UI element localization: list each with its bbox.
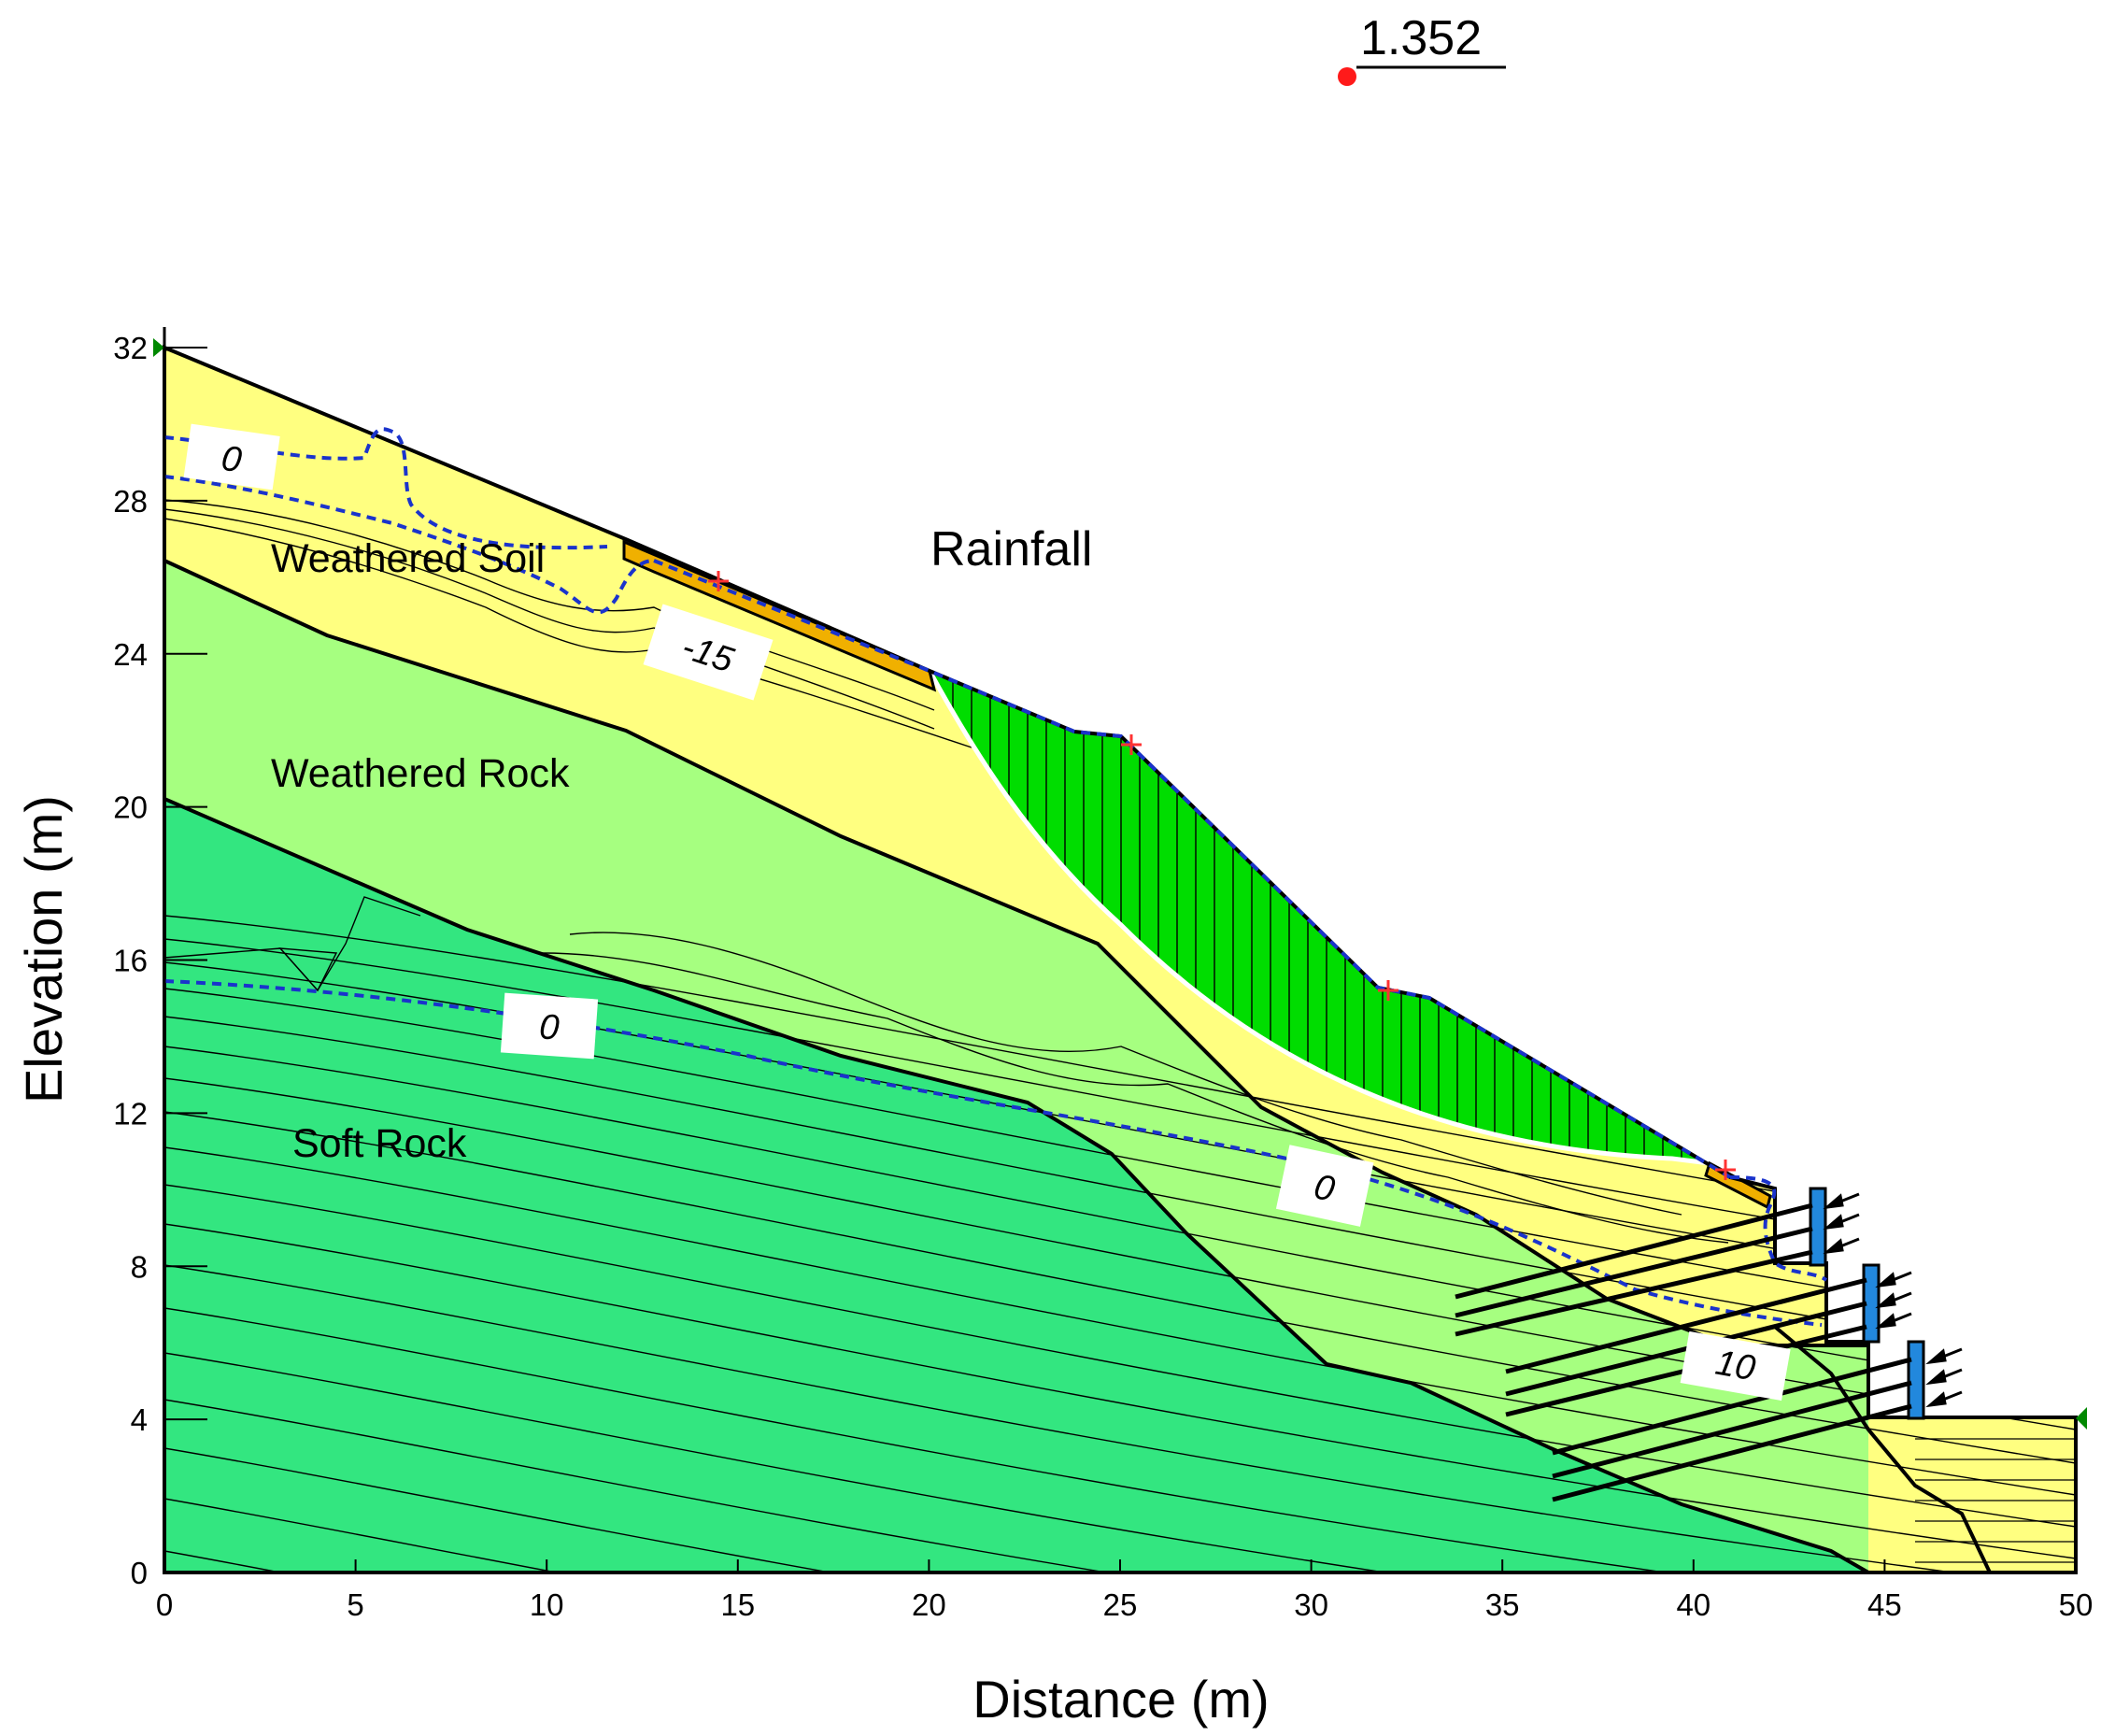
rock-toe-boundary — [1773, 1325, 1992, 1572]
x-tick-label: 15 — [720, 1587, 755, 1622]
arrow-icon — [1925, 1347, 1963, 1365]
cross-icon — [1121, 734, 1142, 755]
cross-icon — [708, 571, 729, 591]
layer-label-soft-rock: Soft Rock — [292, 1121, 467, 1166]
y-tick-label: 8 — [131, 1249, 148, 1284]
pressure-head-contours — [164, 499, 2076, 1572]
x-tick-label: 20 — [912, 1587, 946, 1622]
x-tick-label: 50 — [2059, 1587, 2094, 1622]
arrow-icon — [1823, 1237, 1860, 1255]
rainfall-label: Rainfall — [930, 522, 1092, 576]
upper-water-line-2 — [163, 475, 655, 615]
axes: 0 5 10 15 20 25 30 35 40 45 50 0 4 8 12 16 20 24 28 32 Dis… — [14, 327, 2093, 1729]
retaining-walls — [1809, 1187, 1925, 1420]
toe-fill-lines — [1915, 1438, 2076, 1563]
contour-label-c2: -15 — [643, 604, 774, 701]
x-axis-label: Distance (m) — [972, 1670, 1269, 1729]
surface-water-line — [653, 559, 1732, 1179]
y-tick-label: 28 — [113, 484, 148, 519]
y-tick-label: 20 — [113, 790, 148, 825]
green-triangle-icon — [153, 338, 164, 357]
x-tick-label: 45 — [1867, 1587, 1902, 1622]
slip-mass-fill — [930, 671, 1710, 1163]
contour-label-c4: 0 — [1275, 1145, 1374, 1227]
layer-label-weathered-rock: Weathered Rock — [271, 751, 570, 796]
arrow-icon — [1875, 1312, 1912, 1330]
x-tick-label: 10 — [530, 1587, 564, 1622]
slip-surface — [927, 669, 1710, 1166]
y-axis-label: Elevation (m) — [14, 795, 73, 1103]
y-tick-label: 16 — [113, 944, 148, 978]
y-tick-label: 4 — [131, 1402, 148, 1437]
wall-block-3 — [1907, 1340, 1925, 1420]
contour-label-c5: 10 — [1680, 1330, 1791, 1402]
arrow-icon — [1823, 1213, 1860, 1231]
contour-label-text: 10 — [1712, 1344, 1758, 1389]
arrow-icon — [1925, 1390, 1963, 1408]
soil-rock-boundary — [164, 559, 1868, 1347]
arrow-icon — [1875, 1271, 1912, 1288]
contour-label-c1: 0 — [183, 423, 280, 491]
x-tick-label: 35 — [1485, 1587, 1520, 1622]
green-triangle-icon — [2076, 1407, 2087, 1430]
x-axis-ticks: 0 5 10 15 20 25 30 35 40 45 50 — [156, 1559, 2094, 1622]
arrow-icon — [1925, 1368, 1963, 1386]
upper-perched-water-line — [163, 427, 608, 550]
x-tick-label: 30 — [1294, 1587, 1328, 1622]
y-tick-label: 12 — [113, 1096, 148, 1131]
slip-points — [708, 571, 1736, 1180]
factor-of-safety-value: 1.352 — [1360, 11, 1482, 65]
y-tick-label: 0 — [131, 1556, 148, 1590]
y-tick-label: 24 — [113, 637, 148, 672]
contour-label-c3: 0 — [500, 992, 599, 1060]
y-tick-label: 32 — [113, 331, 148, 365]
x-tick-label: 0 — [156, 1587, 173, 1622]
anchor-load-arrows — [1823, 1192, 1963, 1408]
toe-water-line — [1729, 1175, 1828, 1282]
wall-block-1 — [1809, 1187, 1827, 1267]
soil-nails — [1455, 1202, 1912, 1502]
contour-label-text: 0 — [538, 1007, 561, 1047]
cross-icon — [1378, 980, 1398, 1001]
layer-label-weathered-soil: Weathered Soil — [271, 536, 545, 581]
soft-rock-region — [164, 799, 1868, 1572]
arrow-icon — [1875, 1291, 1912, 1309]
arrow-icon — [1823, 1192, 1860, 1210]
x-tick-label: 40 — [1676, 1587, 1710, 1622]
cross-icon — [1715, 1160, 1736, 1180]
x-tick-label: 25 — [1103, 1587, 1138, 1622]
x-tick-label: 5 — [347, 1587, 363, 1622]
slip-center-marker — [1338, 67, 1356, 86]
y-axis-ticks: 0 4 8 12 16 20 24 28 32 — [113, 331, 207, 1590]
